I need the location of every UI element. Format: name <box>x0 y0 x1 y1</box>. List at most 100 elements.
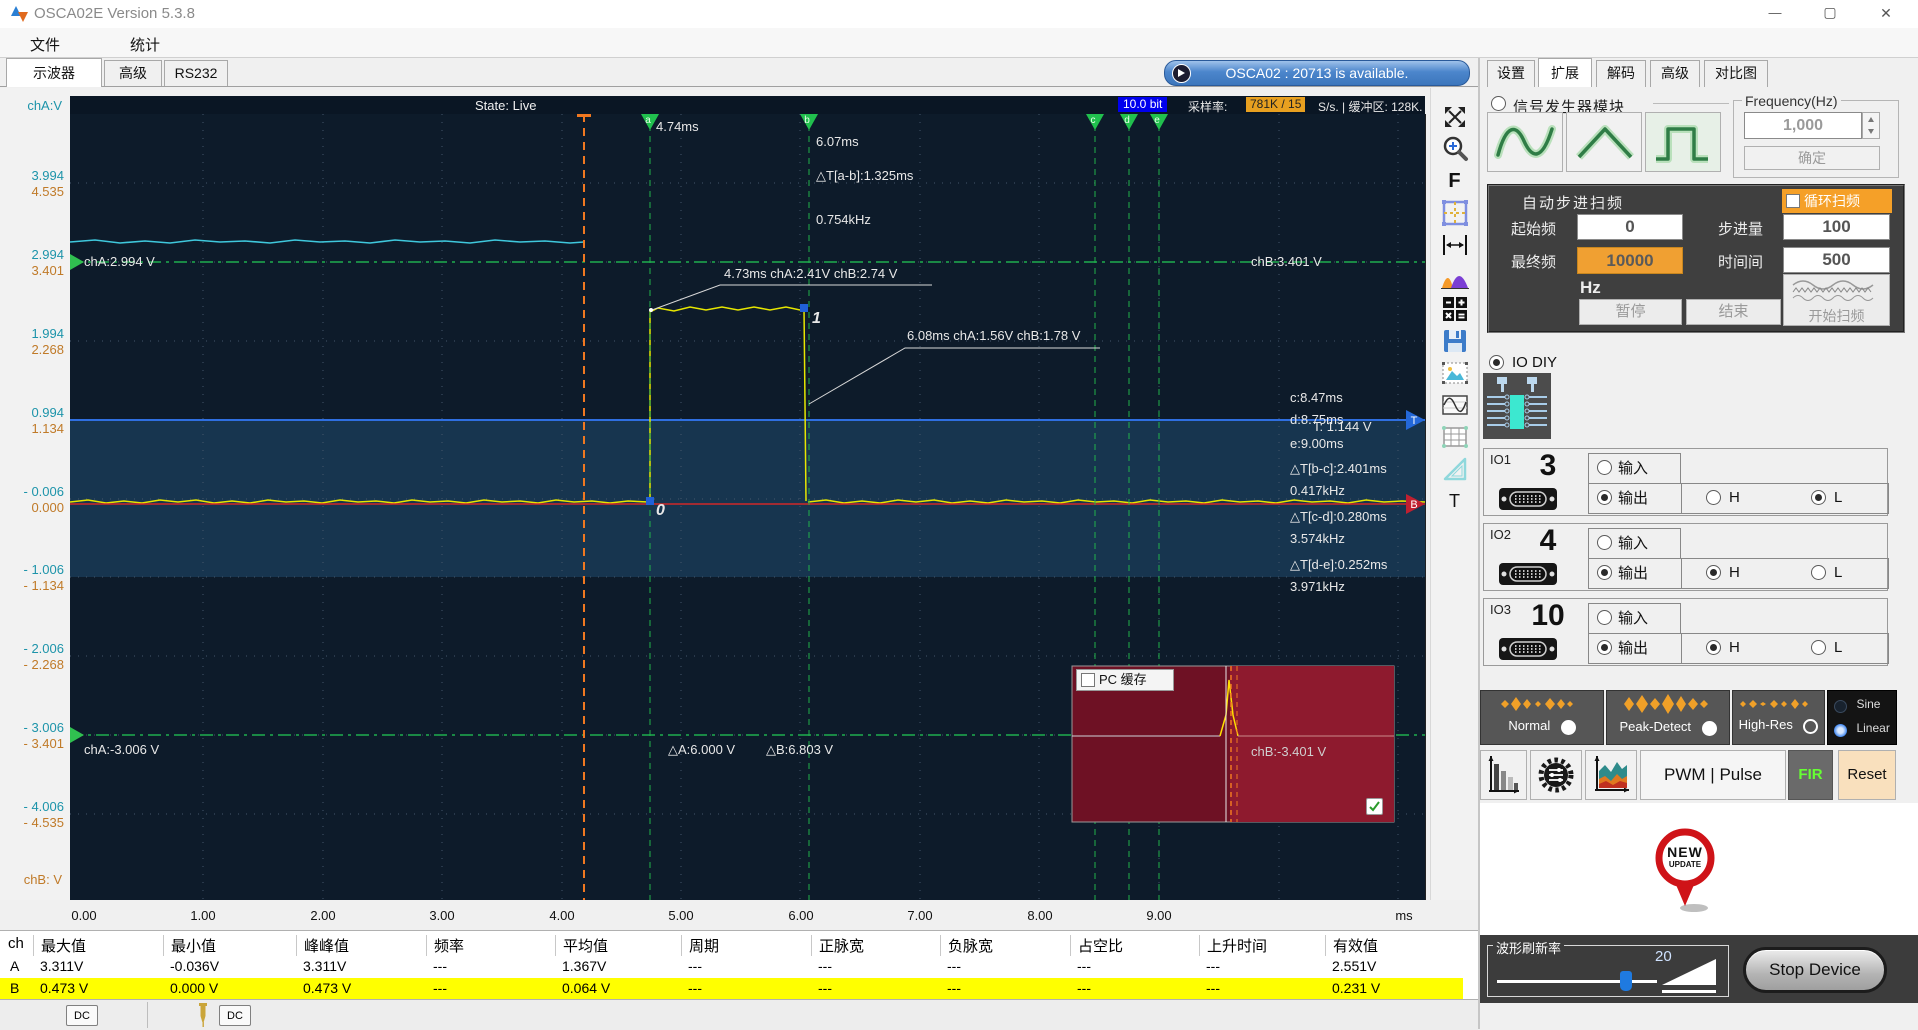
reset-button[interactable]: Reset <box>1838 750 1896 800</box>
zoom-in-icon[interactable] <box>1438 134 1472 164</box>
tab-oscilloscope[interactable]: 示波器 <box>6 58 102 87</box>
area-chart-button[interactable] <box>1585 750 1637 800</box>
start-sweep-button[interactable]: 开始扫频 <box>1783 274 1890 326</box>
acq-peak-indicator[interactable] <box>1702 721 1717 736</box>
io1-input-radio[interactable] <box>1597 460 1612 475</box>
io3-input-radio[interactable] <box>1597 610 1612 625</box>
pc-buffer-checkbox-row[interactable]: PC 缓存 <box>1076 669 1174 691</box>
point-marker-1[interactable] <box>800 304 808 312</box>
tab-advanced-right-label: 高级 <box>1661 65 1689 81</box>
minimize-button[interactable]: — <box>1755 5 1795 20</box>
io1-h-radio[interactable] <box>1706 490 1721 505</box>
io3-input-box: 输入 <box>1588 603 1681 634</box>
frequency-confirm-button[interactable]: 确定 <box>1744 146 1880 170</box>
x-tick: 7.00 <box>907 908 932 923</box>
square-wave-button[interactable] <box>1645 112 1721 172</box>
col-header: 频率 <box>426 935 464 956</box>
x-tick: 1.00 <box>190 908 215 923</box>
interp-sine-radio[interactable] <box>1834 700 1847 713</box>
start-freq-input[interactable]: 0 <box>1577 214 1683 240</box>
io3-output-radio[interactable] <box>1597 640 1612 655</box>
device-notification[interactable]: OSCA02 : 20713 is available. <box>1164 60 1470 86</box>
tab-compare[interactable]: 对比图 <box>1704 60 1768 87</box>
tab-advanced-right[interactable]: 高级 <box>1650 60 1700 87</box>
waveform-window-icon[interactable] <box>1438 390 1472 420</box>
fit-view-button[interactable]: F <box>1438 166 1472 196</box>
point-marker-0[interactable] <box>646 497 654 505</box>
step-input[interactable]: 100 <box>1783 214 1890 240</box>
io2-output-radio[interactable] <box>1597 565 1612 580</box>
frequency-label: Frequency(Hz) <box>1742 93 1841 109</box>
maximize-button[interactable]: ▢ <box>1810 4 1850 21</box>
io-diy-radio[interactable] <box>1489 355 1504 370</box>
refresh-slider-track[interactable] <box>1497 980 1657 983</box>
screenshot-icon[interactable] <box>1438 358 1472 388</box>
pwm-pulse-button[interactable]: PWM | Pulse <box>1640 750 1786 800</box>
pc-buffer-checkbox[interactable] <box>1081 673 1095 687</box>
probe-icon[interactable] <box>196 1002 210 1028</box>
histogram-button[interactable] <box>1480 750 1527 800</box>
tab-rs232[interactable]: RS232 <box>164 60 228 87</box>
expand-view-icon[interactable] <box>1438 102 1472 132</box>
settings-gear-button[interactable] <box>1530 750 1582 800</box>
start-sweep-label: 开始扫频 <box>1784 306 1889 326</box>
frequency-input[interactable]: 1,000 <box>1744 112 1862 139</box>
io2-l-radio[interactable] <box>1811 565 1826 580</box>
menu-statistics[interactable]: 统计 <box>130 34 160 55</box>
loop-sweep-toggle[interactable]: 循环扫频 <box>1782 189 1892 213</box>
tab-decode[interactable]: 解码 <box>1596 60 1646 87</box>
ruler-triangle-icon[interactable] <box>1438 454 1472 484</box>
cha-coupling-button[interactable]: DC <box>66 1005 98 1026</box>
pc-buffer-label: PC 缓存 <box>1099 672 1147 687</box>
interval-input[interactable]: 500 <box>1783 247 1890 273</box>
math-operations-icon[interactable] <box>1438 294 1472 324</box>
end-freq-input[interactable]: 10000 <box>1577 247 1683 274</box>
loop-sweep-checkbox[interactable] <box>1786 194 1800 208</box>
acq-highres-button[interactable]: High-Res <box>1732 690 1825 745</box>
menu-file[interactable]: 文件 <box>30 34 60 55</box>
histogram-icon <box>1487 754 1521 796</box>
refresh-slider-thumb[interactable] <box>1620 971 1632 991</box>
pause-sweep-button[interactable]: 暂停 <box>1579 299 1682 325</box>
acq-peak-button[interactable]: Peak-Detect <box>1606 690 1730 745</box>
close-button[interactable]: ✕ <box>1866 5 1906 22</box>
io3-h-radio[interactable] <box>1706 640 1721 655</box>
tab-advanced-left[interactable]: 高级 <box>104 60 162 87</box>
acq-normal-label: Normal <box>1508 718 1550 733</box>
scope-state: State: Live <box>475 98 536 113</box>
text-tool-button[interactable]: T <box>1438 486 1472 516</box>
tab-extend[interactable]: 扩展 <box>1538 58 1592 87</box>
io1-output-radio[interactable] <box>1597 490 1612 505</box>
fir-button[interactable]: FIR <box>1788 750 1833 800</box>
interp-linear-radio[interactable] <box>1834 724 1847 737</box>
width-measure-icon[interactable] <box>1438 230 1472 260</box>
io3-l-radio[interactable] <box>1811 640 1826 655</box>
table-icon[interactable] <box>1438 422 1472 452</box>
siggen-radio[interactable] <box>1491 96 1506 111</box>
new-update-badge[interactable] <box>1652 826 1718 914</box>
io3-output-box: 输出 H L <box>1588 633 1889 664</box>
hz-unit-label: Hz <box>1580 278 1601 298</box>
io-diy-icon[interactable] <box>1483 373 1551 439</box>
chb-coupling-button[interactable]: DC <box>219 1005 251 1026</box>
sine-wave-button[interactable] <box>1487 112 1563 172</box>
acq-highres-indicator[interactable] <box>1803 719 1818 734</box>
gear-icon <box>1536 755 1576 795</box>
tab-settings[interactable]: 设置 <box>1487 60 1535 87</box>
inset-confirm-checkbox[interactable] <box>1366 798 1383 815</box>
acq-normal-indicator[interactable] <box>1561 720 1576 735</box>
stop-device-button[interactable]: Stop Device <box>1743 947 1887 993</box>
end-sweep-button[interactable]: 结束 <box>1686 299 1781 325</box>
io2-input-radio[interactable] <box>1597 535 1612 550</box>
io2-h-radio[interactable] <box>1706 565 1721 580</box>
sample-rate-value[interactable]: 781K / 15 <box>1246 97 1305 112</box>
frequency-spinner[interactable] <box>1862 112 1880 139</box>
acq-normal-button[interactable]: Normal <box>1480 690 1604 745</box>
triangle-wave-button[interactable] <box>1566 112 1642 172</box>
io1-l-radio[interactable] <box>1811 490 1826 505</box>
scope-plot[interactable]: T B a b c d e <box>70 114 1426 900</box>
distribution-icon[interactable] <box>1438 262 1472 292</box>
io1-pin: 3 <box>1520 449 1576 483</box>
grid-crosshair-icon[interactable] <box>1438 198 1472 228</box>
save-icon[interactable] <box>1438 326 1472 356</box>
